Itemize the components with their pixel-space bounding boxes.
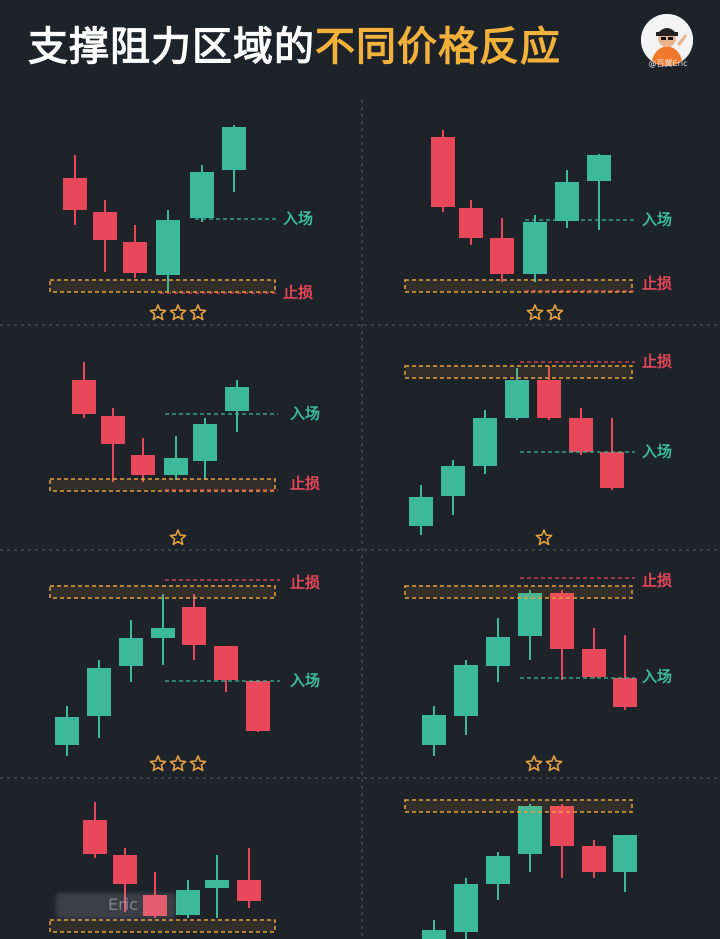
panel-4-sr-zone	[404, 365, 633, 379]
panel-3-sr-zone	[49, 478, 276, 492]
panel-4-candle-body-4	[505, 380, 529, 418]
panel-5-star-icon-2	[169, 755, 187, 772]
panel-6-stop-label: 止损	[642, 572, 672, 590]
avatar	[641, 14, 693, 66]
panel-4-candle-body-6	[569, 418, 593, 452]
panel-5-stop-label: 止损	[290, 574, 320, 592]
panel-7-candle-body-2	[113, 855, 137, 884]
title-part-gold: 不同价格反应	[315, 24, 561, 70]
panel-4-candle-body-3	[473, 418, 497, 466]
panel-6-candle-body-6	[582, 649, 606, 677]
title-part-white: 支撑阻力区域的	[28, 24, 315, 70]
panel-5-star-icon-3	[189, 755, 207, 772]
panel-6-candle-body-3	[486, 637, 510, 666]
panel-3-star-icon-1	[169, 529, 187, 546]
header: 支撑阻力区域的不同价格反应 @百翼Eric	[0, 0, 720, 92]
panel-2-candle-body-3	[490, 238, 514, 274]
avatar-illustration-icon	[641, 14, 693, 66]
panel-1-sr-zone	[49, 279, 276, 293]
panel-5-candle-body-4	[151, 628, 175, 638]
panel-2-candle-body-5	[555, 182, 579, 221]
panel-6-candle-body-7	[613, 678, 637, 707]
panel-2-star-icon-1	[526, 304, 544, 321]
panel-4-entry-label: 入场	[642, 443, 672, 461]
panel-1-stop-label: 止损	[283, 284, 313, 302]
panel-4-star-icon-1	[535, 529, 553, 546]
panel-1-candle-body-1	[63, 178, 87, 210]
panel-3-candle-body-1	[72, 380, 96, 414]
panel-6-candle-body-2	[454, 665, 478, 716]
panel-6-candle-body-1	[422, 715, 446, 745]
panel-2-candle-body-1	[431, 137, 455, 207]
panel-8-candle-body-1	[422, 930, 446, 939]
panel-4-candle-body-7	[600, 452, 624, 488]
panel-6-candle-body-4	[518, 593, 542, 636]
panel-7-candle-body-6	[237, 880, 261, 901]
panel-8-candle-body-4	[518, 806, 542, 854]
panel-5-candle-body-7	[246, 681, 270, 731]
panel-8-candle-body-3	[486, 856, 510, 884]
panel-6-candle-body-5	[550, 593, 574, 649]
avatar-caption: @百翼Eric	[648, 59, 688, 68]
panel-8-candle-body-2	[454, 884, 478, 932]
panel-2-stop-label: 止损	[642, 275, 672, 293]
panel-8-candle-body-7	[613, 835, 637, 872]
panel-1-candle-body-5	[190, 172, 214, 218]
panel-3-candle-body-5	[193, 424, 217, 461]
panel-7-sr-zone	[49, 919, 276, 933]
panel-2-candle-body-2	[459, 208, 483, 238]
panel-2-entry-label: 入场	[642, 211, 672, 229]
panel-1-candle-body-3	[123, 242, 147, 273]
panel-3-candle-body-4	[164, 458, 188, 475]
panel-4-stop-label: 止损	[642, 353, 672, 371]
watermark-text: Eric	[108, 895, 138, 914]
panel-5-candle-body-3	[119, 638, 143, 666]
panel-7-candle-body-5	[205, 880, 229, 888]
panel-5-entry-label: 入场	[290, 672, 320, 690]
panel-7-candle-body-1	[83, 820, 107, 854]
panel-1-candle-body-2	[93, 212, 117, 240]
panel-7-candle-body-4	[176, 890, 200, 915]
panel-5-star-icon-1	[149, 755, 167, 772]
panel-1-candle-body-4	[156, 220, 180, 275]
panel-2-candle-body-4	[523, 222, 547, 274]
panel-1-star-icon-1	[149, 304, 167, 321]
panel-2-sr-zone	[404, 279, 633, 293]
panel-6-star-icon-1	[525, 755, 543, 772]
panel-6-sr-zone	[404, 585, 633, 599]
panel-6-star-icon-2	[545, 755, 563, 772]
panel-4-candle-body-2	[441, 466, 465, 496]
panel-8-candle-body-6	[582, 846, 606, 872]
panel-3-stop-label: 止损	[290, 475, 320, 493]
panel-3-candle-body-3	[131, 455, 155, 475]
panel-1-star-icon-2	[169, 304, 187, 321]
panel-7-candle-body-3	[143, 895, 167, 916]
panel-6-entry-label: 入场	[642, 668, 672, 686]
panel-5-candle-body-1	[55, 717, 79, 745]
panel-8-sr-zone	[404, 799, 633, 813]
panel-2-candle-body-6	[587, 155, 611, 181]
panel-4-candle-body-5	[537, 380, 561, 418]
panel-1-entry-label: 入场	[283, 210, 313, 228]
panel-3-candle-body-2	[101, 416, 125, 444]
panel-3-entry-label: 入场	[290, 405, 320, 423]
panel-4-candle-body-1	[409, 497, 433, 526]
panel-2-star-icon-2	[546, 304, 564, 321]
panel-1-candle-body-6	[222, 127, 246, 170]
page-title: 支撑阻力区域的不同价格反应	[28, 14, 561, 72]
panel-5-candle-body-6	[214, 646, 238, 680]
panel-3-candle-body-6	[225, 387, 249, 411]
panel-1-star-icon-3	[189, 304, 207, 321]
panel-5-candle-body-2	[87, 668, 111, 716]
panel-5-candle-body-5	[182, 607, 206, 645]
watermark-blur	[56, 893, 176, 919]
panel-5-sr-zone	[49, 585, 276, 599]
